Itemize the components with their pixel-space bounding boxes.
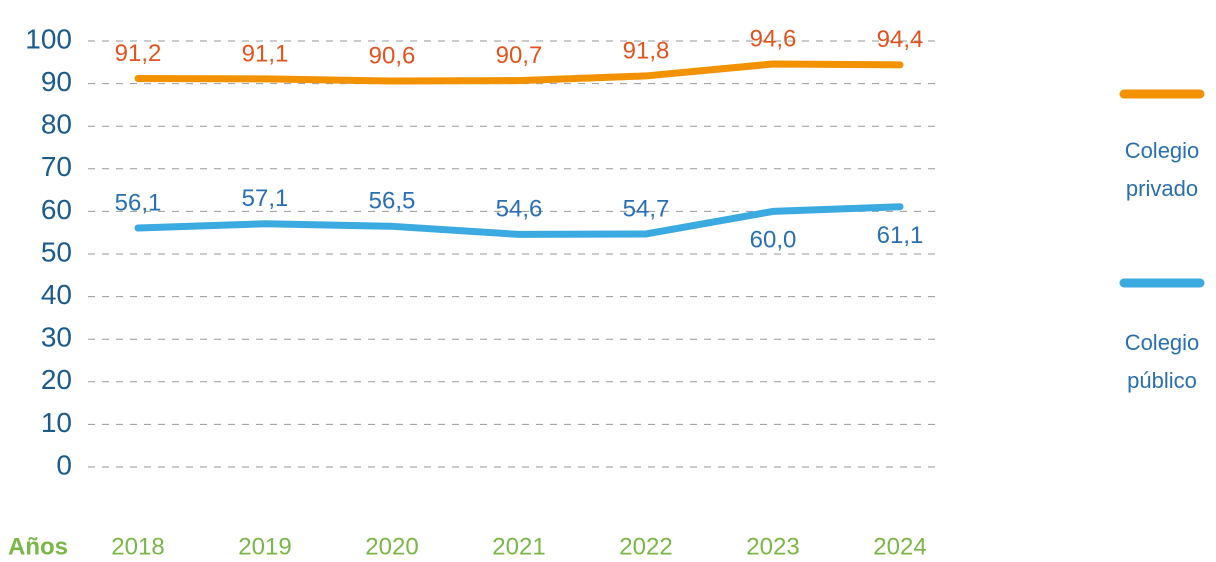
y-tick-label: 80 <box>41 109 72 140</box>
y-tick-label: 100 <box>25 23 72 54</box>
data-label: 91,8 <box>623 37 670 64</box>
x-tick-label: 2021 <box>492 533 545 560</box>
data-label: 61,1 <box>877 222 924 249</box>
x-tick-label: 2020 <box>365 533 418 560</box>
y-tick-label: 40 <box>41 279 72 310</box>
y-tick-label: 20 <box>41 364 72 395</box>
legend-label: Colegio público <box>1124 330 1200 393</box>
data-label: 56,1 <box>115 189 162 216</box>
data-label: 54,7 <box>623 195 670 222</box>
data-label: 60,0 <box>750 227 797 254</box>
data-label: 90,7 <box>496 42 543 69</box>
x-tick-label: 2022 <box>619 533 672 560</box>
y-tick-label: 0 <box>56 449 72 480</box>
data-label: 94,6 <box>750 25 797 52</box>
x-tick-label: 2018 <box>111 533 164 560</box>
data-line <box>134 203 904 238</box>
data-label: 90,6 <box>369 42 416 69</box>
y-tick-label: 60 <box>41 194 72 225</box>
y-tick-label: 90 <box>41 66 72 97</box>
data-label: 57,1 <box>242 185 289 212</box>
y-tick-label: 70 <box>41 151 72 182</box>
data-label: 56,5 <box>369 188 416 215</box>
y-tick-label: 30 <box>41 322 72 353</box>
data-label: 94,4 <box>877 26 924 53</box>
legend-label: Colegio privado <box>1124 138 1200 201</box>
y-tick-label: 50 <box>41 236 72 267</box>
data-label: 54,6 <box>496 196 543 223</box>
data-label: 91,2 <box>115 40 162 67</box>
x-tick-label: 2024 <box>873 533 926 560</box>
x-tick-label: 2023 <box>746 533 799 560</box>
x-axis-label: Años <box>8 533 68 560</box>
data-line <box>134 60 904 85</box>
data-label: 91,1 <box>242 40 289 67</box>
y-tick-label: 10 <box>41 407 72 438</box>
x-tick-label: 2019 <box>238 533 291 560</box>
